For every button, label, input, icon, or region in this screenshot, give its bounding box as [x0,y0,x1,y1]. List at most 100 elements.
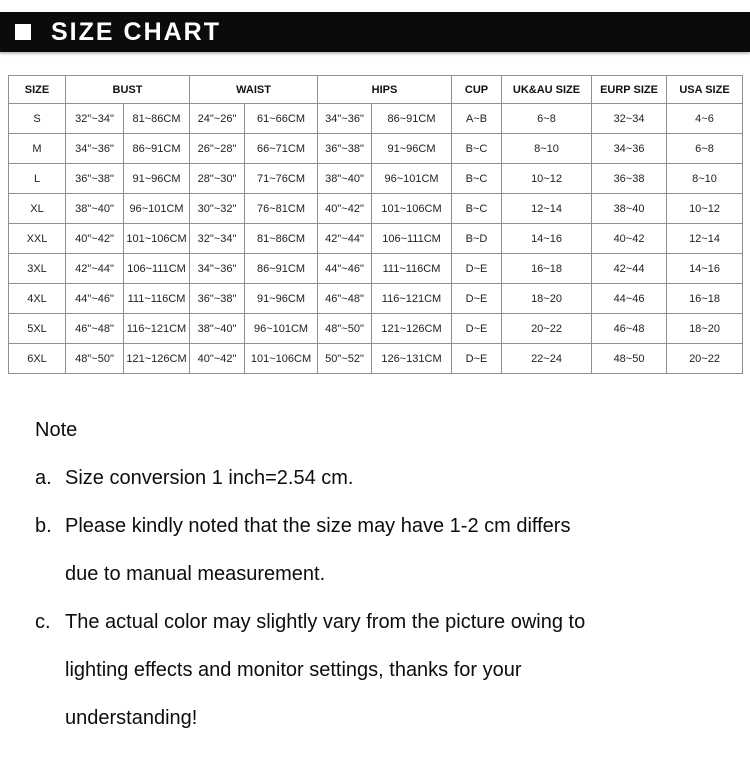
notes-section: Note a. Size conversion 1 inch=2.54 cm. … [35,406,750,742]
table-cell: 42"~44" [65,253,124,284]
table-cell: 38~40 [591,193,668,224]
table-cell: 101~106CM [244,343,319,374]
table-cell: D~E [451,253,503,284]
table-cell: 44~46 [591,283,668,314]
table-cell: 32"~34" [189,223,246,254]
size-cell: S [8,103,66,134]
table-cell: 8~10 [501,133,593,164]
size-cell: 4XL [8,283,66,314]
col-header-waist: WAIST [189,75,319,104]
table-cell: 44"~46" [65,283,124,314]
table-cell: D~E [451,283,503,314]
table-cell: 14~16 [666,253,744,284]
table-cell: 91~96CM [244,283,319,314]
table-cell: 36"~38" [317,133,373,164]
table-cell: 46"~48" [65,313,124,344]
table-cell: 30"~32" [189,193,246,224]
note-line: due to manual measurement. [65,563,326,585]
table-cell: 10~12 [666,193,744,224]
note-line: The actual color may slightly vary from … [65,611,586,633]
table-cell: A~B [451,103,503,134]
table-cell: D~E [451,343,503,374]
table-cell: 38"~40" [189,313,246,344]
table-cell: 86~91CM [122,133,191,164]
table-row: L 36"~38" 91~96CM 28"~30" 71~76CM 38"~40" 96~1… [8,163,744,194]
table-cell: 91~96CM [122,163,191,194]
table-cell: 28"~30" [189,163,246,194]
table-row: 3XL 42"~44" 106~111CM 34"~36" 86~91CM 44"~46"… [8,253,744,284]
col-header-size: SIZE [8,75,66,104]
table-cell: D~E [451,313,503,344]
table-row: 5XL 46"~48" 116~121CM 38"~40" 96~101CM 48"~50… [8,313,744,344]
table-cell: 46"~48" [317,283,373,314]
size-cell: L [8,163,66,194]
table-cell: 34~36 [591,133,668,164]
table-cell: 32~34 [591,103,668,134]
col-header-hips: HIPS [317,75,453,104]
note-label-a: a. [35,467,52,489]
table-cell: 86~91CM [371,103,453,134]
table-cell: 106~111CM [122,253,191,284]
table-cell: 96~101CM [371,163,453,194]
table-cell: 14~16 [501,223,593,254]
table-row: 6XL 48"~50" 121~126CM 40"~42" 101~106CM 50"~5… [8,343,744,374]
square-bullet-icon [15,24,31,40]
table-cell: 34"~36" [189,253,246,284]
table-cell: B~D [451,223,503,254]
table-cell: 50"~52" [317,343,373,374]
note-text-b: Please kindly noted that the size may ha… [65,502,750,598]
note-label-b: b. [35,515,52,537]
table-cell: 76~81CM [244,193,319,224]
table-cell: 12~14 [501,193,593,224]
table-cell: 38"~40" [317,163,373,194]
table-cell: 36"~38" [189,283,246,314]
note-item-c: c. The actual color may slightly vary fr… [35,598,750,742]
size-cell: 3XL [8,253,66,284]
col-header-bust: BUST [64,75,191,104]
size-cell: 6XL [8,343,66,374]
size-chart-table: SIZE BUST WAIST HIPS CUP UK&AU SIZE EURP… [8,75,744,374]
size-chart-page: SIZE CHART SIZE BUST WAIST HIPS CUP UK&A… [0,12,750,742]
table-cell: 40"~42" [317,193,373,224]
table-cell: 8~10 [666,163,744,194]
table-cell: 34"~36" [317,103,373,134]
note-label-c: c. [35,611,51,633]
table-cell: 86~91CM [244,253,319,284]
size-cell: M [8,133,66,164]
table-cell: 121~126CM [371,313,453,344]
note-item-b: b. Please kindly noted that the size may… [35,502,750,598]
table-row: XXL 40"~42" 101~106CM 32"~34" 81~86CM 42"~44"… [8,223,744,254]
col-header-eurp-size: EURP SIZE [591,75,668,104]
table-cell: 16~18 [501,253,593,284]
table-cell: 16~18 [666,283,744,314]
table-cell: 40"~42" [189,343,246,374]
size-cell: XL [8,193,66,224]
page-title: SIZE CHART [51,18,221,46]
table-cell: B~C [451,133,503,164]
table-cell: 6~8 [666,133,744,164]
table-cell: 121~126CM [122,343,191,374]
table-cell: 46~48 [591,313,668,344]
table-cell: 10~12 [501,163,593,194]
note-line: lighting effects and monitor settings, t… [65,659,522,681]
col-header-uk-au-size: UK&AU SIZE [501,75,593,104]
col-header-usa-size: USA SIZE [666,75,744,104]
table-cell: 96~101CM [244,313,319,344]
table-cell: 71~76CM [244,163,319,194]
table-cell: 111~116CM [122,283,191,314]
col-header-cup: CUP [451,75,503,104]
table-cell: 18~20 [666,313,744,344]
table-cell: 106~111CM [371,223,453,254]
table-cell: 61~66CM [244,103,319,134]
table-cell: 22~24 [501,343,593,374]
table-cell: B~C [451,163,503,194]
table-cell: B~C [451,193,503,224]
table-cell: 111~116CM [371,253,453,284]
table-cell: 126~131CM [371,343,453,374]
table-cell: 36"~38" [65,163,124,194]
table-cell: 48"~50" [317,313,373,344]
table-cell: 48~50 [591,343,668,374]
table-cell: 48"~50" [65,343,124,374]
table-cell: 42"~44" [317,223,373,254]
table-cell: 32"~34" [65,103,124,134]
